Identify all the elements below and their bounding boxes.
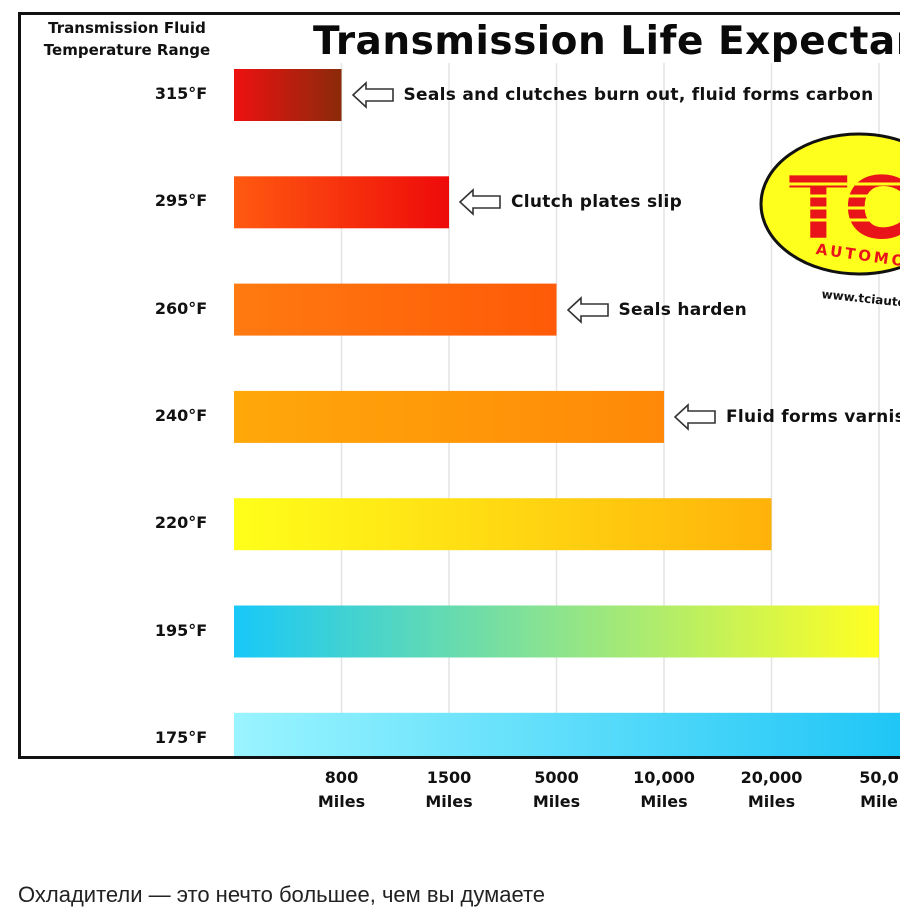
left-arrow-icon — [351, 81, 394, 109]
annotation-text: Fluid forms varnis — [726, 406, 900, 427]
bar-2 — [234, 283, 557, 336]
x-tick-label: 50,0 Mile — [859, 768, 899, 811]
logo-stripes — [784, 182, 900, 222]
annotation: Clutch plates slip — [459, 188, 683, 217]
bar-5 — [234, 605, 879, 658]
chart-title: Transmission Life Expectanc — [313, 19, 900, 64]
category-label: 175°F — [154, 727, 208, 747]
logo-ellipse — [759, 132, 900, 276]
bar-4 — [234, 498, 772, 551]
plot-area — [234, 63, 900, 756]
category-label: 260°F — [154, 298, 208, 318]
y-axis-label: Transmission Fluid Temperature Range — [43, 19, 211, 59]
category-label: 295°F — [154, 191, 208, 211]
x-tick-label: 1500 Miles — [425, 768, 473, 811]
annotation-text: Clutch plates slip — [511, 192, 683, 213]
x-tick-label: 10,000 Miles — [633, 768, 695, 811]
annotation: Seals and clutches burn out, fluid forms… — [351, 81, 874, 109]
left-arrow-icon — [674, 403, 716, 431]
left-arrow-icon — [566, 295, 609, 324]
x-tick-label: 5000 Miles — [532, 768, 581, 811]
logo-url: www.tciauto.c — [821, 287, 900, 311]
annotation: Fluid forms varnis — [674, 403, 900, 431]
category-label: 315°F — [154, 84, 208, 103]
bar-3 — [234, 390, 664, 443]
annotation: Seals harden — [566, 295, 747, 324]
annotation-text: Seals and clutches burn out, fluid forms… — [403, 85, 874, 105]
left-arrow-icon — [459, 188, 501, 217]
bar-6 — [234, 712, 900, 756]
bar-1 — [234, 176, 449, 229]
x-tick-label: 800 Miles — [317, 768, 366, 811]
chart-frame: Transmission Fluid Temperature Range Tra… — [18, 12, 900, 759]
footer-text: Охладители — это нечто большее, чем вы д… — [18, 882, 546, 907]
annotation-text: Seals harden — [618, 299, 747, 320]
category-label: 240°F — [154, 405, 208, 425]
category-label: 220°F — [154, 513, 208, 533]
category-label: 195°F — [154, 620, 208, 640]
bar-0 — [234, 69, 342, 121]
x-tick-label: 20,000 Miles — [740, 768, 803, 811]
tci-logo: TC AUTOMOTI www.tciauto.c — [759, 120, 900, 315]
